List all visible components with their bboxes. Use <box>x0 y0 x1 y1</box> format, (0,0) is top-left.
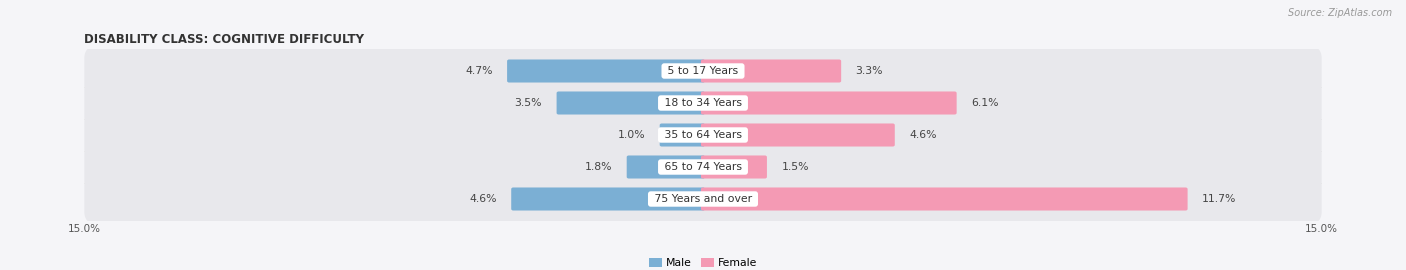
FancyBboxPatch shape <box>512 187 704 211</box>
Text: Source: ZipAtlas.com: Source: ZipAtlas.com <box>1288 8 1392 18</box>
FancyBboxPatch shape <box>702 92 956 114</box>
FancyBboxPatch shape <box>702 156 766 178</box>
Text: DISABILITY CLASS: COGNITIVE DIFFICULTY: DISABILITY CLASS: COGNITIVE DIFFICULTY <box>84 33 364 46</box>
Text: 3.5%: 3.5% <box>515 98 543 108</box>
Text: 65 to 74 Years: 65 to 74 Years <box>661 162 745 172</box>
FancyBboxPatch shape <box>702 59 841 83</box>
FancyBboxPatch shape <box>84 109 1322 161</box>
Legend: Male, Female: Male, Female <box>648 258 758 268</box>
Text: 4.6%: 4.6% <box>470 194 496 204</box>
Text: 1.5%: 1.5% <box>782 162 808 172</box>
Text: 18 to 34 Years: 18 to 34 Years <box>661 98 745 108</box>
FancyBboxPatch shape <box>84 173 1322 225</box>
FancyBboxPatch shape <box>702 123 894 147</box>
FancyBboxPatch shape <box>84 45 1322 97</box>
Text: 1.0%: 1.0% <box>617 130 645 140</box>
Text: 35 to 64 Years: 35 to 64 Years <box>661 130 745 140</box>
Text: 5 to 17 Years: 5 to 17 Years <box>664 66 742 76</box>
FancyBboxPatch shape <box>84 141 1322 193</box>
FancyBboxPatch shape <box>627 156 704 178</box>
FancyBboxPatch shape <box>84 77 1322 129</box>
FancyBboxPatch shape <box>557 92 704 114</box>
Text: 6.1%: 6.1% <box>972 98 998 108</box>
Text: 4.6%: 4.6% <box>910 130 936 140</box>
Text: 75 Years and over: 75 Years and over <box>651 194 755 204</box>
Text: 3.3%: 3.3% <box>856 66 883 76</box>
Text: 4.7%: 4.7% <box>465 66 492 76</box>
Text: 1.8%: 1.8% <box>585 162 612 172</box>
FancyBboxPatch shape <box>702 187 1188 211</box>
FancyBboxPatch shape <box>659 123 704 147</box>
Text: 11.7%: 11.7% <box>1202 194 1236 204</box>
FancyBboxPatch shape <box>508 59 704 83</box>
